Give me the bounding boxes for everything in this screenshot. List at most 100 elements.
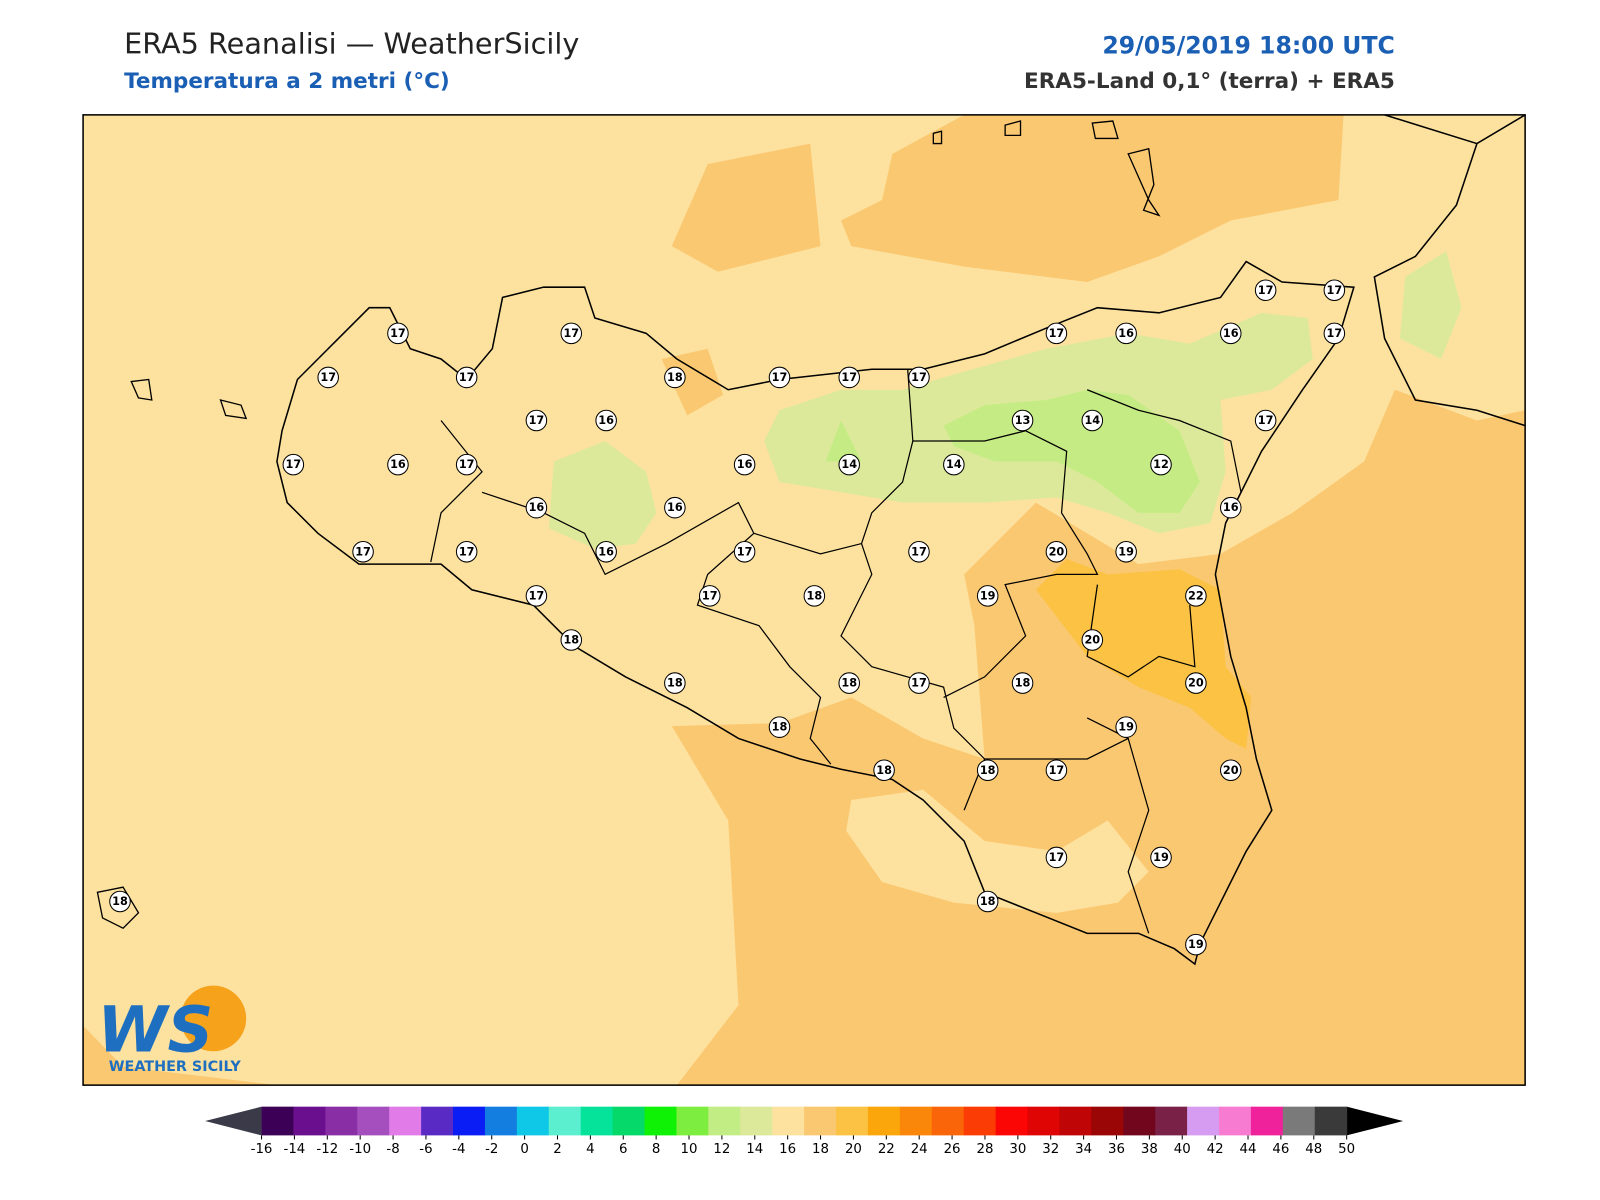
station-value: 17	[459, 371, 475, 384]
station-marker	[768, 366, 791, 389]
colorbar-tick-label: 0	[520, 1142, 528, 1157]
station: 17	[317, 366, 339, 389]
colorbar-tick-label: 40	[1174, 1142, 1191, 1157]
stations: 17 17 17 17 18 17 17 17 17 16 16 17 17 17 17 16 13 14 17 17…	[109, 279, 1346, 956]
station: 17	[455, 453, 478, 476]
station: 16	[1220, 322, 1242, 345]
station-marker	[908, 366, 930, 389]
colorbar-bin	[804, 1106, 837, 1136]
station: 18	[976, 890, 999, 913]
colorbar-bin	[1123, 1106, 1156, 1136]
colorbar-tick-label: 26	[944, 1142, 961, 1157]
station: 12	[1150, 453, 1172, 476]
station: 17	[838, 366, 860, 389]
colorbar-bin	[421, 1106, 454, 1136]
station-marker	[803, 585, 826, 607]
colorbar-bin	[676, 1106, 709, 1136]
station: 17	[525, 585, 548, 607]
colorbar-tick-label: -8	[386, 1142, 399, 1157]
station: 17	[1045, 759, 1068, 782]
station-marker	[664, 672, 686, 694]
colorbar-bin	[484, 1106, 518, 1136]
station-value: 17	[1258, 414, 1274, 427]
station-marker	[1323, 322, 1346, 345]
station: 18	[1011, 672, 1034, 694]
station-value: 20	[1049, 545, 1065, 558]
colorbar-over	[1346, 1106, 1404, 1136]
station-value: 17	[390, 327, 406, 340]
station-value: 20	[1223, 764, 1239, 777]
station-value: 20	[1084, 634, 1100, 647]
station-value: 16	[1223, 501, 1239, 514]
station-value: 19	[980, 589, 996, 602]
station-marker	[317, 366, 339, 389]
station-marker	[1011, 672, 1034, 694]
station: 18	[768, 716, 791, 738]
station-value: 18	[876, 764, 892, 777]
station-marker	[698, 585, 721, 607]
colorbar-bin	[931, 1106, 965, 1136]
station-marker	[1185, 933, 1207, 956]
station-marker	[838, 453, 860, 476]
station-marker	[1045, 322, 1068, 345]
station: 18	[803, 585, 826, 607]
station-marker	[1220, 322, 1242, 345]
station: 17	[733, 541, 756, 563]
station-marker	[943, 453, 965, 476]
colorbar-bin	[1059, 1106, 1092, 1136]
station-value: 16	[529, 501, 545, 514]
station: 20	[1220, 759, 1242, 782]
map-field	[83, 114, 1526, 1086]
station: 18	[976, 759, 999, 782]
station-marker	[352, 541, 374, 563]
colorbar-bin	[325, 1106, 358, 1136]
station: 13	[1011, 409, 1034, 432]
colorbar-tick-label: -10	[349, 1142, 371, 1157]
title: ERA5 Reanalisi — WeatherSicily	[124, 26, 579, 60]
station-marker	[595, 409, 617, 432]
station: 17	[908, 541, 930, 563]
station-value: 17	[529, 589, 545, 602]
station-marker	[838, 366, 860, 389]
station-value: 17	[529, 414, 545, 427]
colorbar-bin	[1314, 1106, 1348, 1136]
colorbar-bin	[548, 1106, 582, 1136]
colorbar-bin	[708, 1106, 741, 1136]
station-value: 17	[1327, 284, 1343, 297]
station: 16	[1115, 322, 1137, 345]
station-marker	[1045, 541, 1068, 563]
station: 19	[976, 585, 999, 607]
colorbar-tick-label: 14	[746, 1142, 763, 1157]
station-value: 12	[1153, 458, 1169, 471]
station-marker	[455, 453, 478, 476]
station-marker	[1081, 409, 1104, 432]
station-value: 14	[841, 458, 857, 471]
station-marker	[560, 322, 583, 345]
source: ERA5-Land 0,1° (terra) + ERA5	[1024, 69, 1395, 94]
station-value: 17	[1327, 327, 1343, 340]
station-marker	[455, 541, 478, 563]
station: 20	[1045, 541, 1068, 563]
colorbar-tick-label: 6	[619, 1142, 627, 1157]
logo-text: WEATHER SICILY	[109, 1059, 242, 1075]
station-value: 17	[459, 458, 475, 471]
station: 17	[352, 541, 374, 563]
station-marker	[282, 453, 305, 476]
colorbar-tick-label: 50	[1338, 1142, 1355, 1157]
station: 17	[560, 322, 583, 345]
station-marker	[1150, 453, 1172, 476]
colorbar-tick-label: 18	[812, 1142, 829, 1157]
station-value: 16	[598, 414, 614, 427]
subtitle: Temperatura a 2 metri (°C)	[124, 69, 450, 94]
station-marker	[560, 629, 583, 651]
station-value: 18	[980, 895, 996, 908]
logo: WS WEATHER SICILY	[97, 985, 247, 1075]
station-marker	[1254, 279, 1277, 302]
station-marker	[1220, 759, 1242, 782]
station-value: 17	[911, 545, 927, 558]
station-value: 18	[667, 371, 683, 384]
colorbar-tick-label: 36	[1108, 1142, 1125, 1157]
station: 14	[943, 453, 965, 476]
station-value: 16	[1118, 327, 1134, 340]
colorbar-tick-label: 44	[1240, 1142, 1257, 1157]
